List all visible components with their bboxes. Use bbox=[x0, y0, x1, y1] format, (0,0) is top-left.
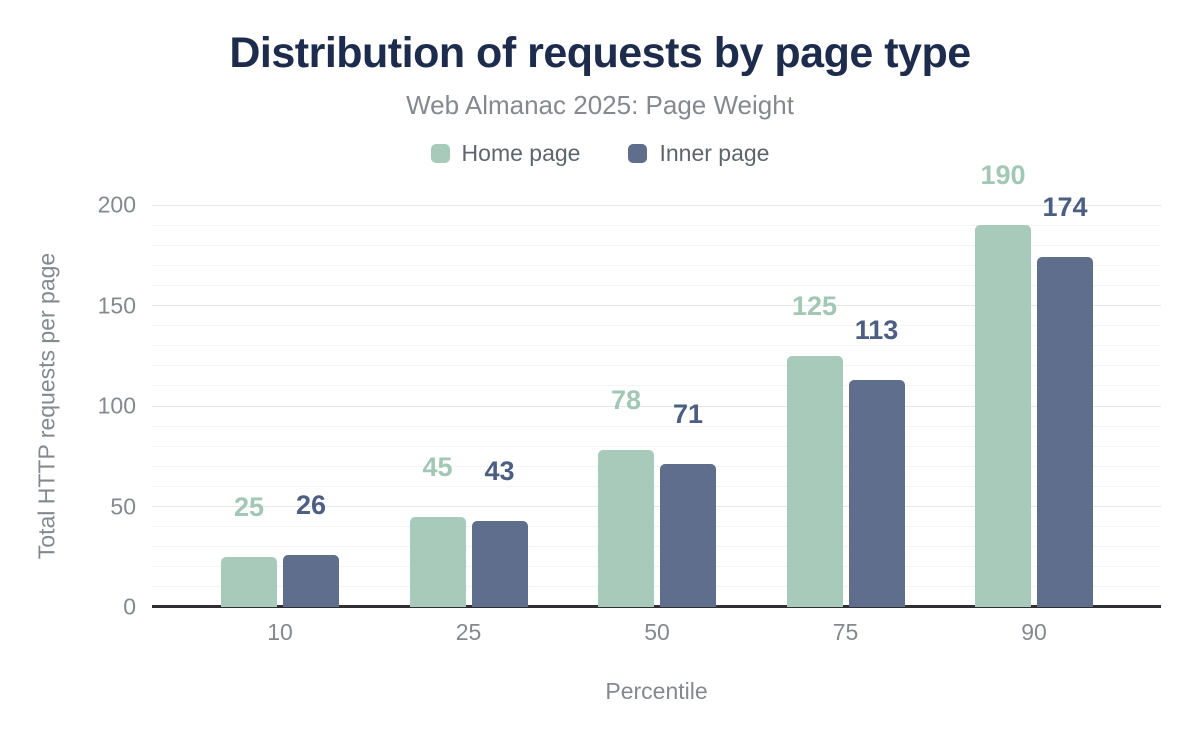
gridline-100 bbox=[152, 405, 1161, 407]
plot-area: 0 50 100 150 200 10 25 26 25 45 43 50 78 71 75 125 113 90… bbox=[98, 162, 1161, 645]
bar-value-label-inner-page-p10: 26 bbox=[295, 489, 327, 520]
bar-inner-page-p50 bbox=[660, 464, 716, 607]
bar-inner-page-p90 bbox=[1037, 257, 1093, 607]
x-tick-label-75: 75 bbox=[832, 619, 859, 645]
gridline-50 bbox=[152, 506, 1161, 507]
y-tick-label-200: 200 bbox=[97, 191, 136, 218]
legend-item-home-page[interactable]: Home page bbox=[430, 140, 581, 167]
gridline-60 bbox=[152, 485, 1161, 487]
x-tick-label-25: 25 bbox=[455, 619, 482, 645]
bar-home-page-p75 bbox=[786, 355, 843, 607]
bar-value-label-inner-page-p90: 174 bbox=[1042, 192, 1088, 223]
gridline-10 bbox=[152, 586, 1161, 588]
x-axis-title: Percentile bbox=[605, 678, 708, 704]
gridline-190 bbox=[152, 224, 1161, 226]
legend: Home page Inner page bbox=[0, 140, 1200, 167]
y-tick-label-150: 150 bbox=[97, 292, 136, 318]
gridline-20 bbox=[152, 566, 1161, 568]
gridline-110 bbox=[152, 385, 1161, 387]
legend-swatch-home-page bbox=[430, 144, 450, 163]
bar-home-page-p90 bbox=[975, 225, 1031, 607]
gridline-40 bbox=[152, 526, 1161, 528]
bar-value-label-inner-page-p75: 113 bbox=[854, 314, 899, 345]
x-axis-line bbox=[152, 605, 1161, 608]
bar-value-label-inner-page-p50: 71 bbox=[672, 399, 704, 430]
bar-home-page-p50 bbox=[598, 450, 654, 607]
gridline-130 bbox=[152, 345, 1161, 347]
gridline-180 bbox=[152, 244, 1161, 246]
bar-inner-page-p10 bbox=[283, 554, 339, 607]
chart-title: Distribution of requests by page type bbox=[229, 29, 971, 77]
x-tick-label-50: 50 bbox=[644, 619, 670, 645]
bar-value-label-home-page-p75: 125 bbox=[791, 290, 838, 321]
bar-value-label-home-page-p90: 190 bbox=[980, 160, 1026, 191]
x-tick-label-10: 10 bbox=[267, 619, 293, 645]
gridline-150 bbox=[152, 305, 1161, 306]
y-tick-label-50: 50 bbox=[110, 493, 136, 519]
bar-value-label-inner-page-p25: 43 bbox=[484, 455, 515, 486]
bar-value-label-home-page-p50: 78 bbox=[610, 385, 642, 416]
x-tick-label-90: 90 bbox=[1021, 619, 1047, 645]
legend-label-home-page: Home page bbox=[461, 140, 581, 166]
bar-home-page-p25 bbox=[409, 516, 466, 607]
y-tick-label-0: 0 bbox=[123, 593, 136, 620]
legend-label-inner-page: Inner page bbox=[659, 140, 770, 166]
bar-inner-page-p75 bbox=[848, 379, 905, 607]
gridline-30 bbox=[152, 546, 1161, 548]
gridline-80 bbox=[152, 445, 1161, 447]
gridline-160 bbox=[152, 284, 1161, 286]
legend-swatch-inner-page bbox=[628, 144, 648, 163]
gridline-140 bbox=[152, 325, 1161, 327]
bar-home-page-p10 bbox=[221, 556, 277, 607]
bar-value-label-home-page-p10: 25 bbox=[233, 491, 265, 522]
chart-subtitle: Web Almanac 2025: Page Weight bbox=[406, 90, 794, 120]
gridline-90 bbox=[152, 425, 1161, 427]
gridline-170 bbox=[152, 264, 1161, 266]
gridline-120 bbox=[152, 365, 1161, 367]
y-axis-title: Total HTTP requests per page bbox=[33, 252, 60, 560]
legend-item-inner-page[interactable]: Inner page bbox=[628, 140, 769, 167]
y-tick-label-100: 100 bbox=[97, 392, 136, 419]
bar-value-label-home-page-p25: 45 bbox=[422, 451, 453, 482]
gridline-200 bbox=[152, 204, 1161, 206]
bar-inner-page-p25 bbox=[471, 520, 528, 607]
gridline-70 bbox=[152, 465, 1161, 467]
